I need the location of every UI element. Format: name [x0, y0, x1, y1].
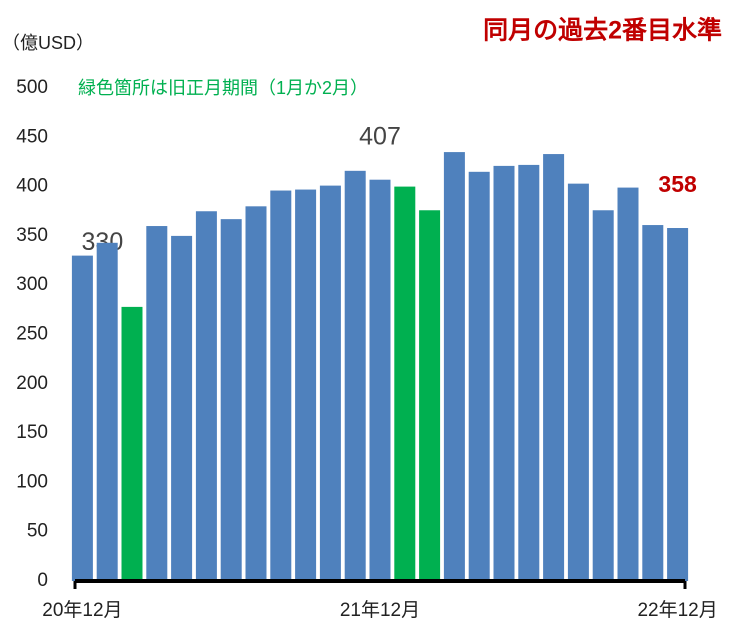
y-axis-label: （億USD）: [2, 33, 94, 53]
data-label: 407: [359, 122, 401, 150]
bar: [468, 171, 490, 581]
x-tick-label: 21年12月: [340, 599, 420, 621]
bar: [518, 164, 540, 581]
x-tick-label: 22年12月: [637, 599, 717, 621]
data-label: 358: [658, 171, 697, 197]
y-tick-label: 100: [16, 471, 48, 492]
y-tick-label: 500: [16, 77, 48, 98]
bar: [493, 165, 515, 582]
y-tick-label: 50: [27, 521, 48, 542]
bar: [295, 189, 317, 582]
bar: [592, 210, 614, 581]
bar: [71, 255, 93, 581]
bar: [617, 187, 639, 581]
y-tick-label: 350: [16, 225, 48, 246]
bar: [443, 152, 465, 581]
bar: [419, 210, 441, 581]
bar: [394, 186, 416, 581]
y-tick-label: 200: [16, 373, 48, 394]
bar: [543, 154, 565, 581]
bar: [146, 226, 168, 582]
y-tick-label: 250: [16, 324, 48, 345]
y-tick-label: 0: [37, 570, 48, 591]
bar: [270, 190, 292, 581]
bar: [245, 206, 267, 581]
y-tick-label: 400: [16, 176, 48, 197]
bar: [171, 235, 193, 581]
bar: [96, 242, 118, 581]
bar: [667, 228, 689, 581]
bar: [642, 225, 664, 581]
chart-title: 同月の過去2番目水準: [483, 16, 722, 45]
annotation: 緑色箇所は旧正月期間（1月か2月）: [78, 78, 368, 98]
y-tick-label: 300: [16, 274, 48, 295]
bar: [319, 185, 341, 581]
bar: [344, 170, 366, 581]
x-tick-label: 20年12月: [42, 599, 122, 621]
bar: [567, 183, 589, 581]
bar: [195, 211, 217, 581]
bar: [121, 306, 143, 581]
y-tick-label: 450: [16, 126, 48, 147]
bar: [220, 219, 242, 581]
bar: [369, 179, 391, 581]
y-tick-label: 150: [16, 422, 48, 443]
